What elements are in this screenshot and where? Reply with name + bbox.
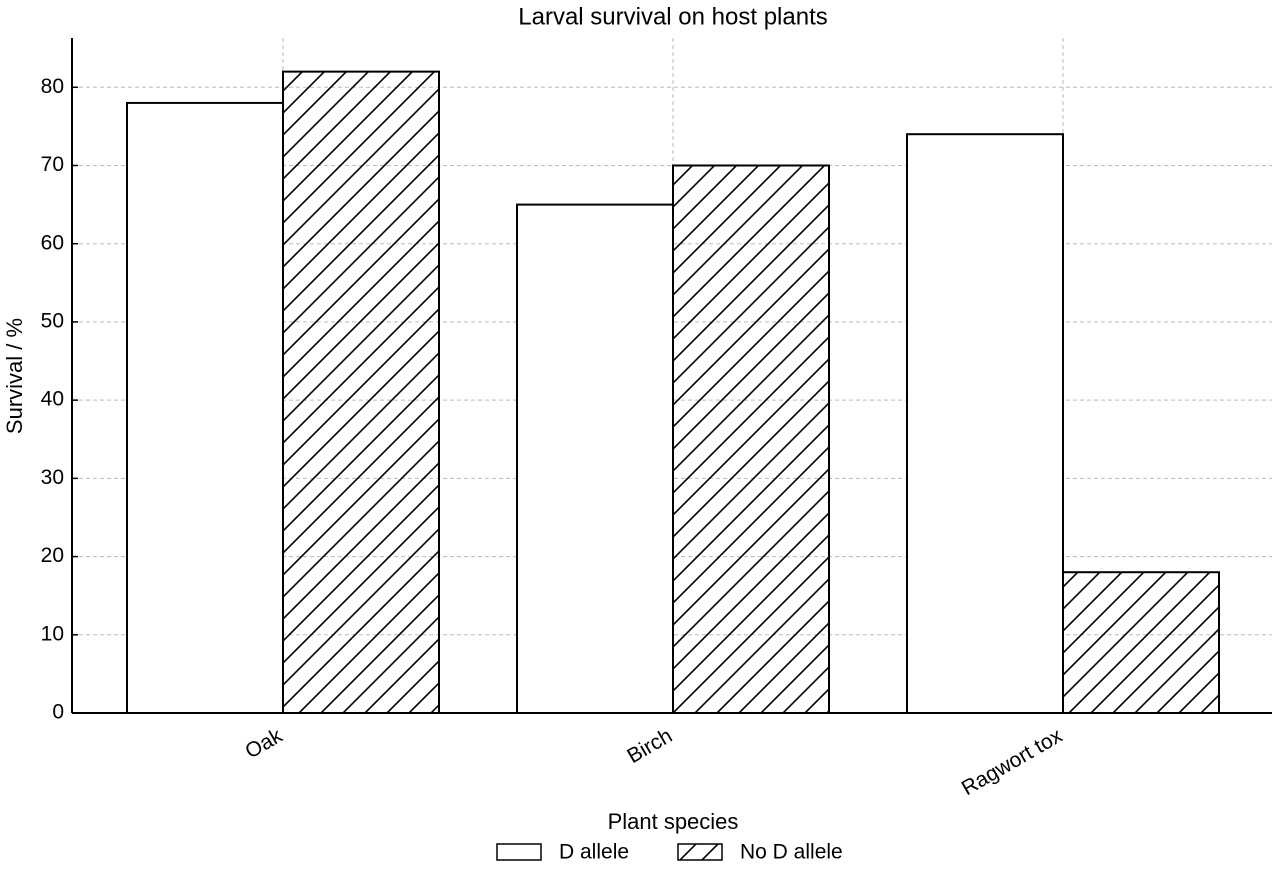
x-tick-label: Ragwort tox: [958, 724, 1067, 800]
bar: [516, 203, 674, 715]
bar: [906, 133, 1064, 715]
legend-swatch: [677, 843, 723, 861]
chart-title: Larval survival on host plants: [518, 3, 828, 30]
y-tick-label: 80: [41, 75, 64, 98]
y-tick-label: 0: [52, 701, 64, 724]
y-tick-label: 70: [41, 153, 64, 176]
y-tick-label: 30: [41, 466, 64, 489]
x-tick-label: Birch: [623, 724, 676, 768]
y-tick-label: 60: [41, 231, 64, 254]
y-tick-label: 40: [41, 388, 64, 411]
bar: [126, 101, 284, 714]
y-tick-label: 20: [41, 544, 64, 567]
y-axis-label: Survival / %: [2, 318, 27, 434]
bar: [282, 70, 440, 714]
legend-label: D allele: [559, 841, 629, 864]
y-tick-label: 10: [41, 622, 64, 645]
bar: [672, 164, 830, 714]
y-tick-label: 50: [41, 309, 64, 332]
legend-label: No D allele: [740, 841, 843, 864]
bar: [1062, 571, 1220, 714]
x-tick-label: Oak: [241, 724, 286, 763]
legend-swatch: [496, 843, 542, 861]
x-axis-label: Plant species: [608, 809, 739, 834]
